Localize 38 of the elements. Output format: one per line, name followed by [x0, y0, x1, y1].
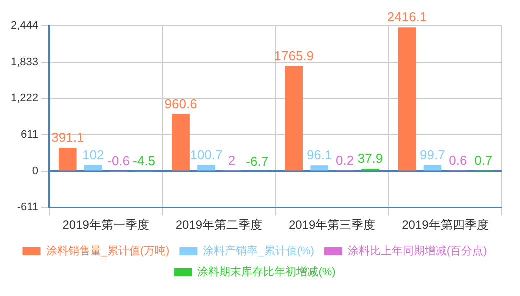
- bar: [285, 66, 304, 171]
- data-label: 99.7: [420, 147, 446, 162]
- data-label: -0.6: [108, 153, 130, 168]
- data-label: 1765.9: [274, 48, 314, 64]
- legend-label: 涂料期末库存比年初增减(%): [198, 266, 336, 279]
- y-tick-label: 1,833: [10, 56, 39, 68]
- data-label: 391.1: [52, 130, 84, 146]
- data-label: 0.6: [449, 152, 468, 168]
- data-label: 96.1: [306, 148, 332, 163]
- y-tick-label: 611: [20, 128, 39, 141]
- bar: [398, 28, 416, 171]
- bar: [424, 165, 442, 171]
- data-label: 100.7: [190, 147, 223, 162]
- data-label: 960.6: [164, 96, 198, 112]
- bar: [59, 148, 77, 171]
- bar: [198, 165, 216, 171]
- legend-label: 涂料销售量_累计值(万吨): [46, 244, 170, 258]
- data-label: 2416.1: [387, 10, 428, 25]
- data-label: 37.9: [358, 151, 384, 166]
- y-tick-label: 1,222: [10, 92, 39, 105]
- data-label: 0.2: [336, 152, 354, 168]
- x-tick-label: 2019年第三季度: [288, 218, 376, 232]
- y-tick-label: -611: [17, 202, 39, 214]
- y-tick-label: 0: [32, 165, 39, 178]
- data-label: 2: [228, 152, 236, 168]
- legend-label: 涂料产销率_累计值(%): [203, 244, 314, 258]
- data-label: 0.7: [474, 152, 493, 168]
- x-tick-label: 2019年第一季度: [62, 218, 150, 232]
- data-label: 102: [82, 147, 104, 162]
- bar: [84, 165, 102, 171]
- bar: [310, 166, 329, 171]
- x-tick-label: 2019年第四季度: [402, 218, 489, 232]
- legend-label: 涂料比上年同期增减(百分点): [348, 244, 488, 258]
- data-label: -6.7: [246, 154, 269, 169]
- y-tick-label: 2,444: [10, 20, 39, 32]
- data-label: -4.5: [133, 154, 156, 169]
- x-tick-label: 2019年第二季度: [176, 218, 263, 232]
- bar: [172, 114, 190, 171]
